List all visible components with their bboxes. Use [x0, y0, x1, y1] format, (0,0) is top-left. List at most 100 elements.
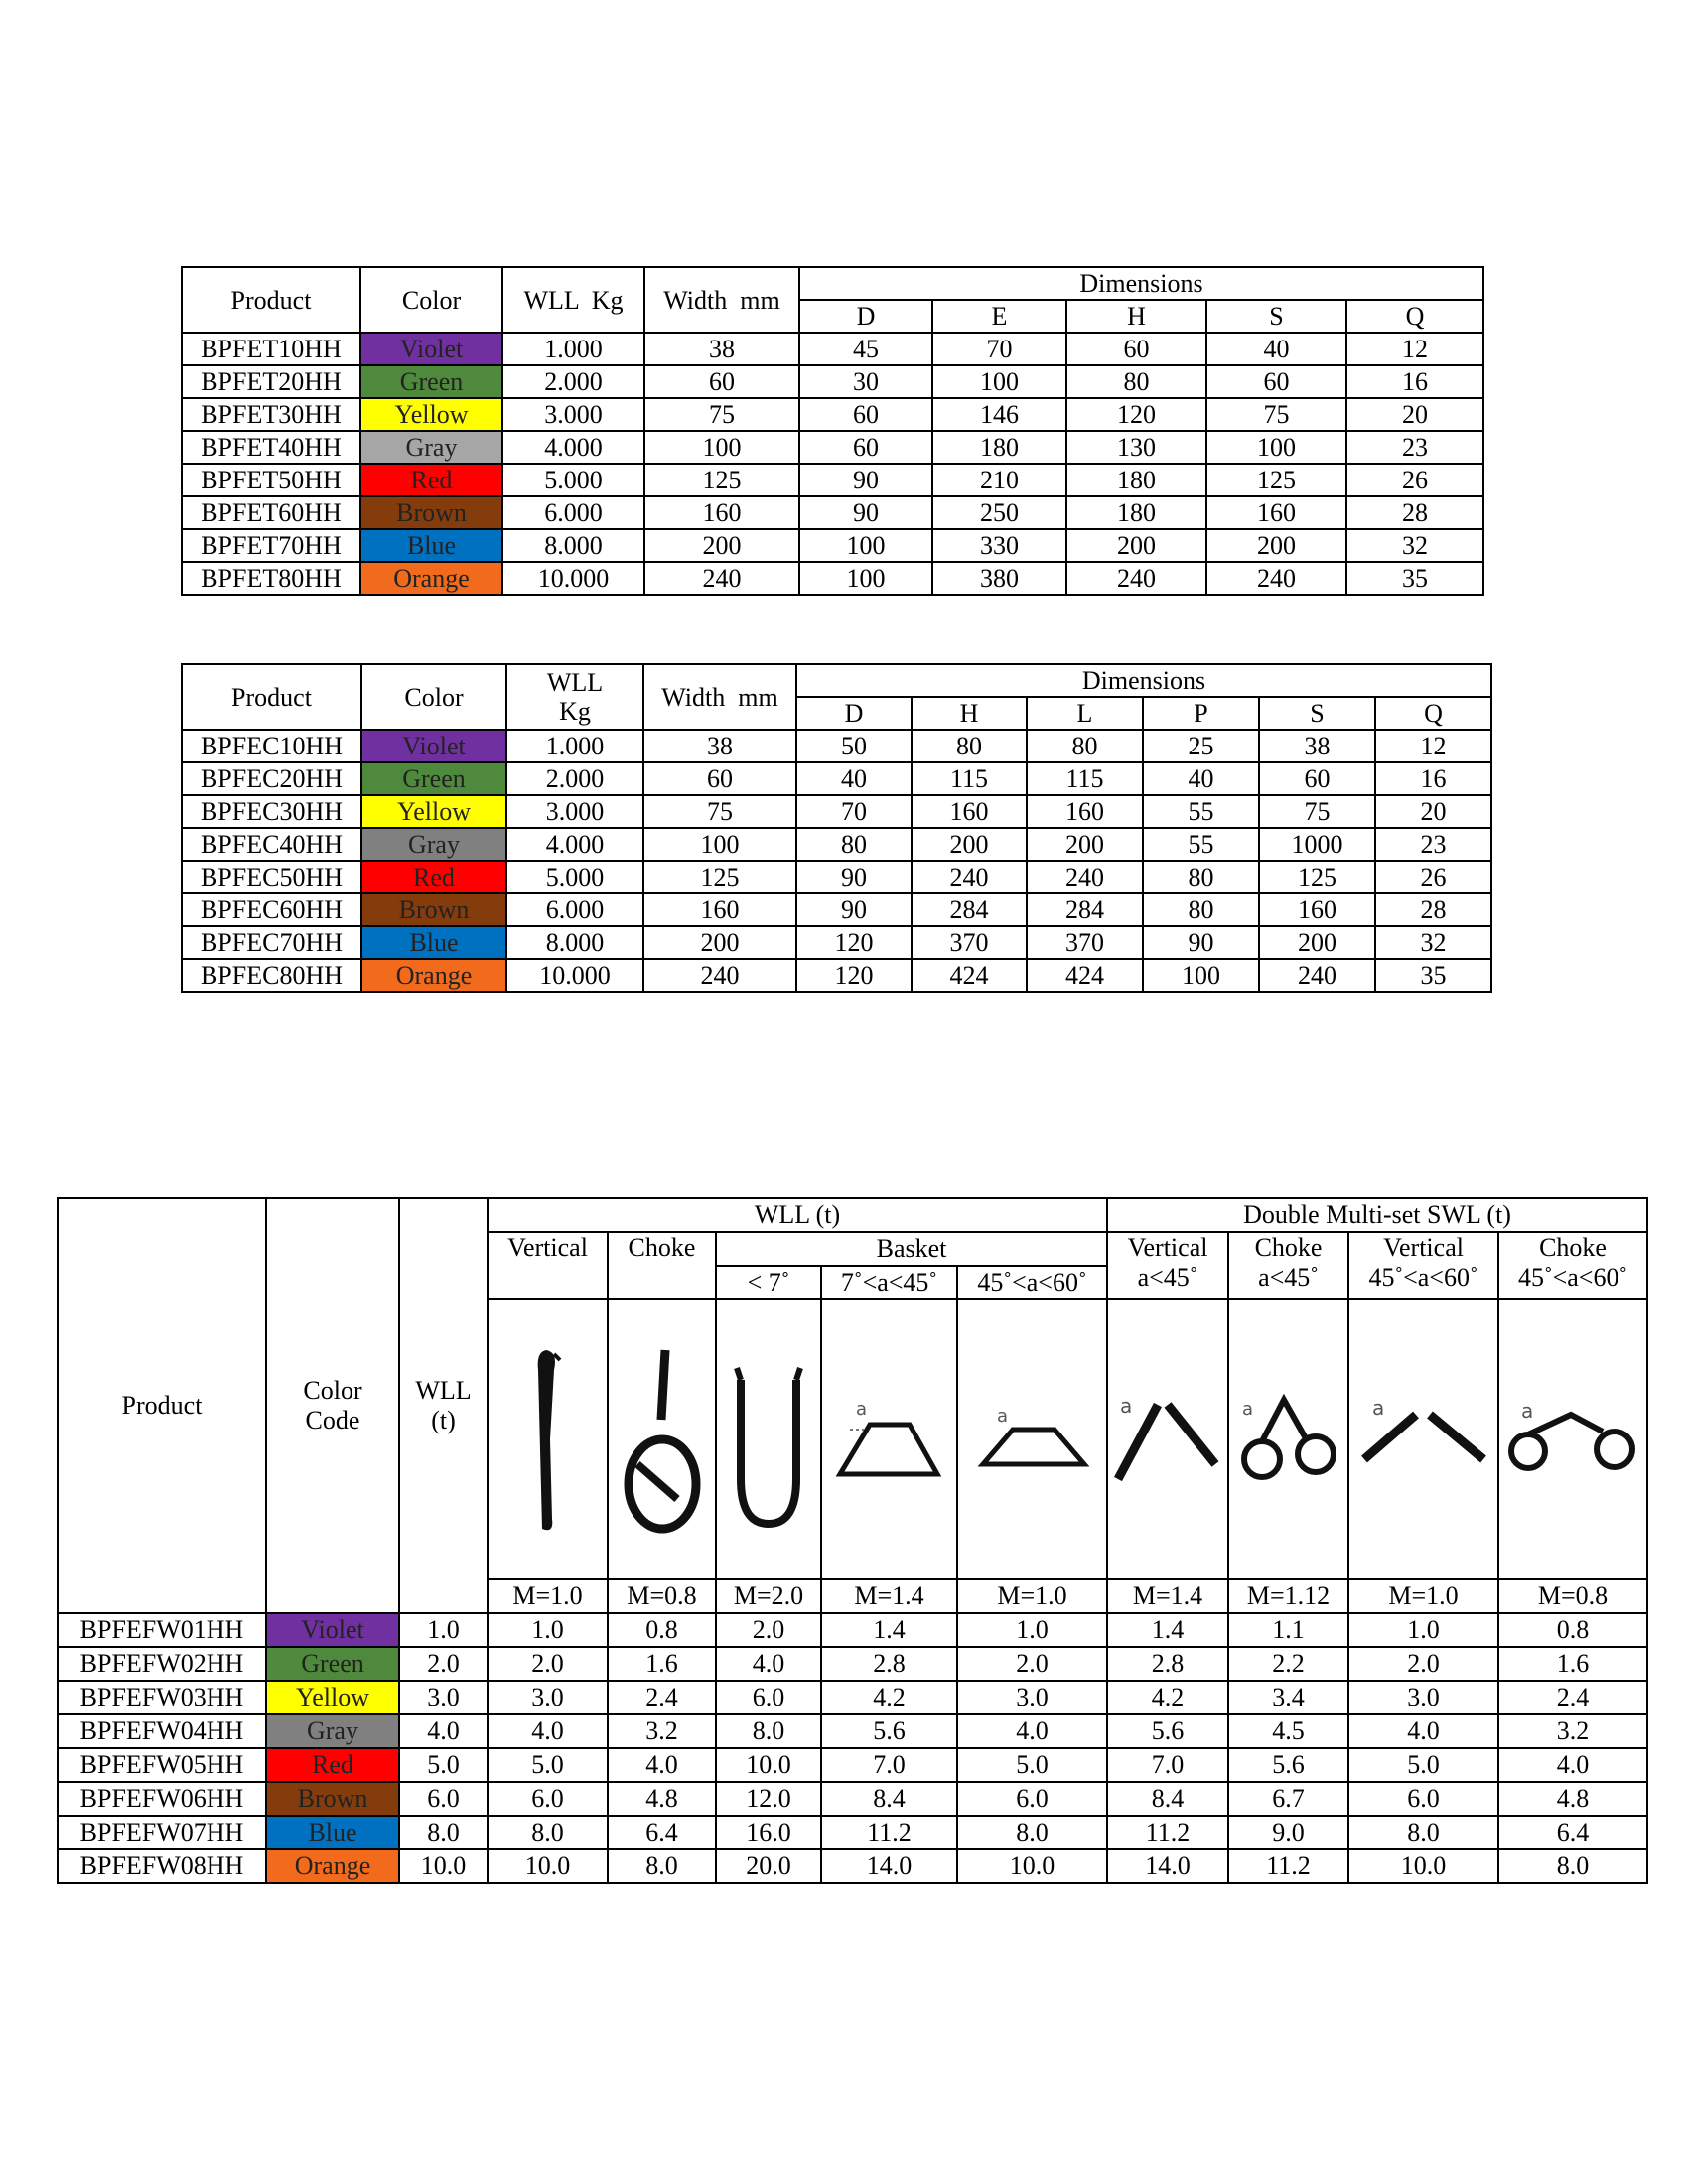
wll-value: 6.000: [505, 892, 644, 927]
table-row: BPFEC50HH Red 5.000 125 90 240 240 80 125 26: [181, 860, 1493, 894]
product-code: BPFET10HH: [181, 332, 361, 366]
color-swatch: Gray: [360, 827, 507, 862]
header-width: Width mm: [642, 663, 797, 731]
dimension-value: 210: [931, 463, 1067, 497]
load-value: 8.0: [607, 1848, 717, 1884]
dimension-value: 30: [798, 364, 933, 399]
dimension-value: 45: [798, 332, 933, 366]
product-code: BPFEC10HH: [181, 729, 362, 763]
dimension-value: 200: [1026, 827, 1144, 862]
table-row: BPFET30HH Yellow 3.000 75 60 146 120 75 20: [181, 397, 1485, 432]
dimension-value: 240: [1065, 561, 1207, 596]
color-swatch: Brown: [360, 892, 507, 927]
product-code: BPFEFW01HH: [57, 1612, 267, 1648]
load-value: 1.0: [955, 1612, 1109, 1648]
load-value: 2.0: [487, 1646, 609, 1682]
wll-value: 4.0: [398, 1713, 489, 1749]
product-code: BPFET70HH: [181, 528, 361, 563]
dimension-value: 60: [798, 430, 933, 465]
wll-value: 8.0: [398, 1815, 489, 1850]
dimension-value: 284: [911, 892, 1028, 927]
double-choke-wide-icon: a: [1497, 1298, 1649, 1580]
multiplier-label: M=1.0: [955, 1578, 1109, 1614]
multiplier-label: M=1.4: [1106, 1578, 1230, 1614]
load-value: 4.0: [1497, 1747, 1649, 1783]
load-value: 4.2: [1106, 1680, 1230, 1715]
dimension-value: 26: [1344, 463, 1485, 497]
dimension-value: 180: [1065, 495, 1207, 530]
load-value: 8.4: [820, 1781, 958, 1817]
header-color: Color: [359, 266, 503, 334]
basket-u-icon: [715, 1298, 822, 1580]
load-value: 6.0: [487, 1781, 609, 1817]
load-value: 1.0: [1347, 1612, 1500, 1648]
basket-triangle-icon: a: [820, 1298, 958, 1580]
table-row: BPFEC80HH Orange 10.000 240 120 424 424 100 240 3…: [181, 958, 1493, 993]
dimension-value: 424: [1026, 958, 1144, 993]
dimension-value: 26: [1373, 860, 1493, 894]
header-double-vertical-60: Vertical 45˚<a<60˚: [1347, 1231, 1500, 1300]
dimension-value: 40: [1205, 332, 1347, 366]
double-vertical-icon: a: [1106, 1298, 1230, 1580]
load-value: 8.0: [1497, 1848, 1649, 1884]
width-value: 38: [643, 332, 800, 366]
wll-value: 10.0: [398, 1848, 489, 1884]
load-value: 8.0: [955, 1815, 1109, 1850]
table-eye-slings: Product Color WLL Kg Width mm Dimensions…: [181, 663, 1493, 993]
dimension-value: 60: [1065, 332, 1207, 366]
load-value: 3.0: [955, 1680, 1109, 1715]
dimension-value: 146: [931, 397, 1067, 432]
load-value: 5.0: [1347, 1747, 1500, 1783]
product-code: BPFET60HH: [181, 495, 361, 530]
dimension-value: 60: [1205, 364, 1347, 399]
dimension-value: 75: [1258, 794, 1376, 829]
double-vertical-wide-icon: a: [1347, 1298, 1500, 1580]
product-code: BPFEFW06HH: [57, 1781, 267, 1817]
header-dim-h: H: [1065, 299, 1207, 334]
table-wll-load-modes: Product Color Code WLL (t) WLL (t) Doubl…: [57, 1197, 1649, 1884]
product-code: BPFEFW07HH: [57, 1815, 267, 1850]
dimension-value: 23: [1373, 827, 1493, 862]
dimension-value: 100: [798, 528, 933, 563]
load-value: 1.4: [1106, 1612, 1230, 1648]
width-value: 60: [643, 364, 800, 399]
dimension-value: 80: [1142, 892, 1260, 927]
table-row: BPFEC40HH Gray 4.000 100 80 200 200 55 1000 23: [181, 827, 1493, 862]
dimension-value: 200: [1258, 925, 1376, 960]
width-value: 75: [643, 397, 800, 432]
load-value: 3.2: [1497, 1713, 1649, 1749]
dimension-value: 100: [931, 364, 1067, 399]
wll-value: 5.000: [501, 463, 645, 497]
dimension-value: 12: [1373, 729, 1493, 763]
load-value: 12.0: [715, 1781, 822, 1817]
load-value: 3.0: [1347, 1680, 1500, 1715]
wll-value: 3.0: [398, 1680, 489, 1715]
header-double-vertical-45: Vertical a<45˚: [1106, 1231, 1230, 1300]
dimension-value: 90: [798, 463, 933, 497]
dimension-value: 125: [1205, 463, 1347, 497]
header-double-multiset: Double Multi-set SWL (t): [1106, 1197, 1649, 1233]
product-code: BPFEFW04HH: [57, 1713, 267, 1749]
dimension-value: 90: [798, 495, 933, 530]
dimension-value: 20: [1344, 397, 1485, 432]
color-swatch: Violet: [359, 332, 503, 366]
header-wll-t: WLL (t): [486, 1197, 1109, 1233]
load-value: 4.0: [955, 1713, 1109, 1749]
multiplier-label: M=2.0: [715, 1578, 822, 1614]
dimension-value: 200: [911, 827, 1028, 862]
load-value: 8.0: [1347, 1815, 1500, 1850]
header-choke: Choke: [607, 1231, 717, 1300]
color-swatch: Green: [265, 1646, 400, 1682]
wll-value: 3.000: [505, 794, 644, 829]
header-vertical: Vertical: [487, 1231, 609, 1300]
table-row: BPFEC30HH Yellow 3.000 75 70 160 160 55 75 20: [181, 794, 1493, 829]
dimension-value: 120: [795, 925, 913, 960]
load-value: 2.8: [820, 1646, 958, 1682]
load-value: 5.0: [955, 1747, 1109, 1783]
dimension-value: 100: [1142, 958, 1260, 993]
header-dim-e: E: [931, 299, 1067, 334]
width-value: 125: [643, 463, 800, 497]
dimension-value: 240: [911, 860, 1028, 894]
dimension-value: 23: [1344, 430, 1485, 465]
color-swatch: Yellow: [265, 1680, 400, 1715]
